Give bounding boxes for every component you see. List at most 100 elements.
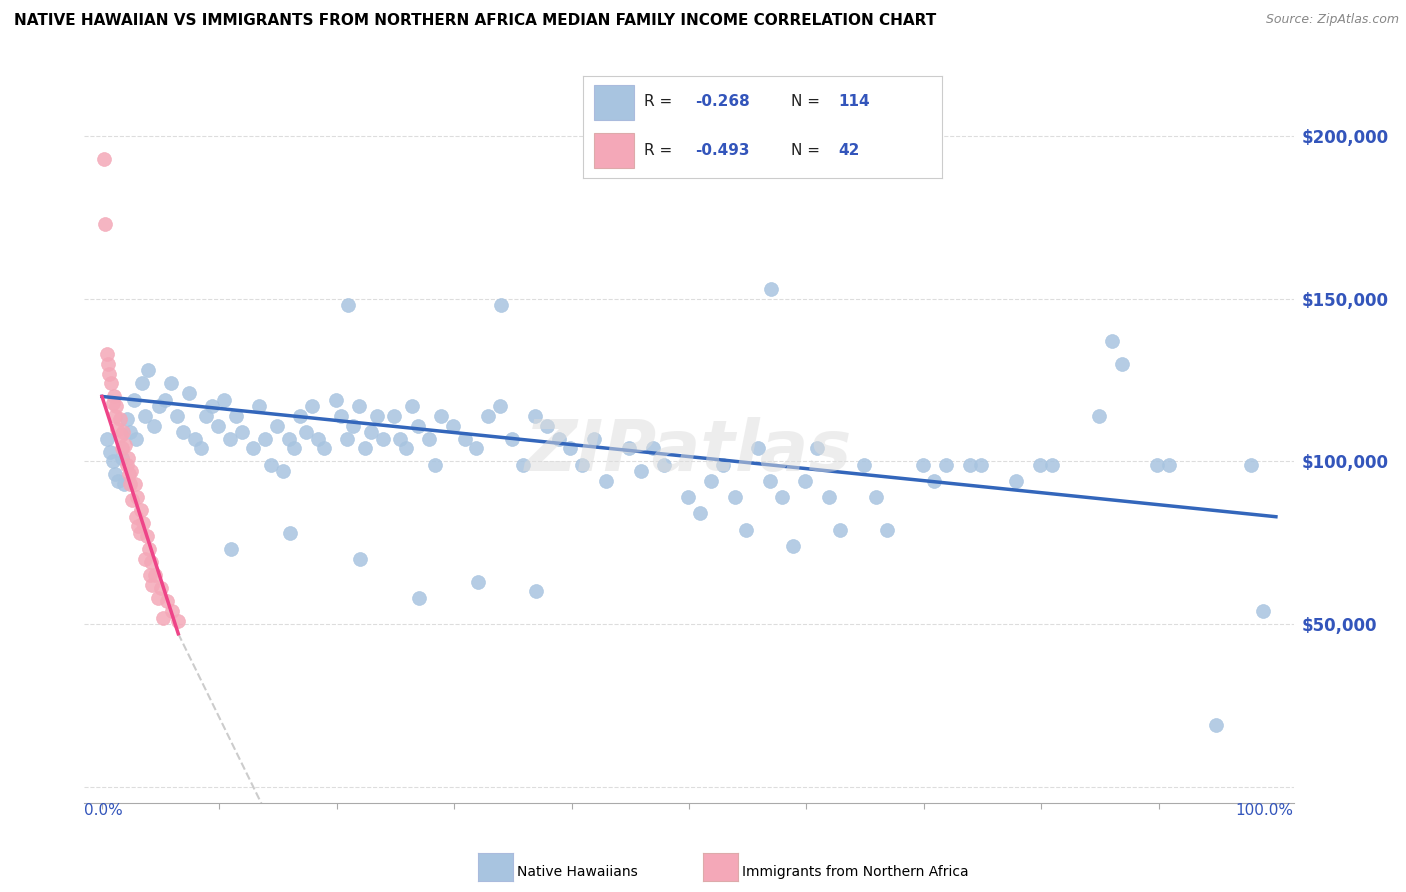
Point xyxy=(489,399,512,413)
Point xyxy=(395,442,418,456)
Text: R =: R = xyxy=(644,95,678,110)
Point xyxy=(360,425,382,440)
Point xyxy=(111,442,134,456)
Point xyxy=(512,458,534,472)
Text: R =: R = xyxy=(644,144,678,158)
Point xyxy=(477,409,499,423)
Point xyxy=(595,474,617,488)
Bar xyxy=(595,85,634,120)
Point xyxy=(830,523,852,537)
Point xyxy=(524,584,547,599)
Point xyxy=(330,409,353,423)
Point xyxy=(107,474,129,488)
Point xyxy=(547,432,569,446)
Point xyxy=(105,422,128,436)
Point xyxy=(271,464,294,478)
Point xyxy=(406,418,429,433)
Text: 42: 42 xyxy=(838,144,859,158)
Bar xyxy=(595,133,634,168)
Point xyxy=(118,467,141,482)
Text: 114: 114 xyxy=(838,95,870,110)
Point xyxy=(112,477,135,491)
Point xyxy=(101,454,124,468)
Point xyxy=(295,425,318,440)
Text: N =: N = xyxy=(792,144,825,158)
Point xyxy=(342,418,364,433)
Point xyxy=(141,578,163,592)
Point xyxy=(747,442,769,456)
Point xyxy=(307,432,329,446)
Point xyxy=(183,432,205,446)
Point xyxy=(711,458,734,472)
Point xyxy=(110,428,132,442)
Point xyxy=(172,425,194,440)
Point xyxy=(759,282,782,296)
Point xyxy=(408,591,430,605)
Text: 0.0%: 0.0% xyxy=(84,803,124,818)
Point xyxy=(177,386,200,401)
Point xyxy=(536,418,558,433)
Point xyxy=(501,432,523,446)
Point xyxy=(167,614,190,628)
Point xyxy=(1251,604,1274,618)
Point xyxy=(1157,458,1180,472)
Point xyxy=(366,409,388,423)
Point xyxy=(160,376,183,391)
Point xyxy=(155,392,177,407)
Point xyxy=(207,418,229,433)
Point xyxy=(195,409,218,423)
Point xyxy=(100,376,122,391)
Point xyxy=(465,442,488,456)
Point xyxy=(1111,357,1133,371)
Text: Source: ZipAtlas.com: Source: ZipAtlas.com xyxy=(1265,13,1399,27)
Point xyxy=(125,432,148,446)
Point xyxy=(103,389,125,403)
Point xyxy=(852,458,875,472)
Point xyxy=(98,367,121,381)
Point xyxy=(349,552,371,566)
Point xyxy=(138,542,160,557)
Point xyxy=(676,490,699,504)
Point xyxy=(935,458,957,472)
Point xyxy=(582,432,605,446)
Point xyxy=(125,509,148,524)
Point xyxy=(120,425,142,440)
Point xyxy=(959,458,981,472)
Point xyxy=(418,432,440,446)
Point xyxy=(759,474,782,488)
Point xyxy=(104,409,127,423)
Point xyxy=(254,432,277,446)
Point xyxy=(115,458,138,472)
Point xyxy=(389,432,412,446)
Point xyxy=(266,418,288,433)
Point xyxy=(231,425,253,440)
Point xyxy=(425,458,447,472)
Text: NATIVE HAWAIIAN VS IMMIGRANTS FROM NORTHERN AFRICA MEDIAN FAMILY INCOME CORRELAT: NATIVE HAWAIIAN VS IMMIGRANTS FROM NORTH… xyxy=(14,13,936,29)
Point xyxy=(1029,458,1052,472)
Point xyxy=(135,529,157,543)
Point xyxy=(97,357,120,371)
Point xyxy=(454,432,477,446)
Point xyxy=(260,458,283,472)
Point xyxy=(336,432,359,446)
Point xyxy=(134,552,156,566)
Point xyxy=(143,568,166,582)
Point xyxy=(1240,458,1263,472)
Point xyxy=(94,217,117,231)
Point xyxy=(93,152,115,166)
Point xyxy=(219,432,242,446)
Point xyxy=(371,432,394,446)
Point xyxy=(382,409,405,423)
Point xyxy=(865,490,887,504)
Point xyxy=(105,399,128,413)
Point xyxy=(141,555,163,569)
Point xyxy=(139,568,162,582)
Point xyxy=(121,493,143,508)
Point xyxy=(283,442,305,456)
Point xyxy=(101,396,124,410)
Point xyxy=(212,392,235,407)
Point xyxy=(98,444,121,458)
Point xyxy=(347,399,370,413)
Point xyxy=(652,458,675,472)
Point xyxy=(560,442,582,456)
